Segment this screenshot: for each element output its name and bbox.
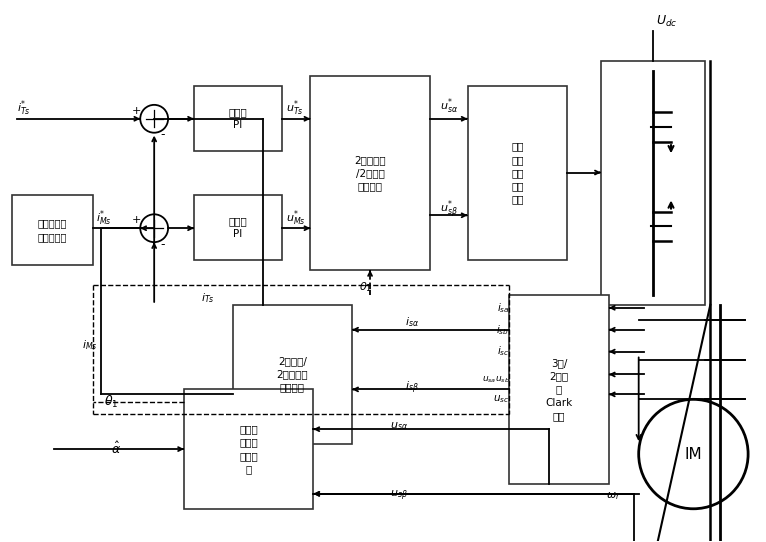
Bar bbox=[194, 195, 282, 260]
Text: -: - bbox=[160, 237, 165, 250]
Text: $i_{Ms}^{*}$: $i_{Ms}^{*}$ bbox=[97, 209, 112, 228]
Bar bbox=[467, 86, 567, 260]
Text: 3相/
2相静
止
Clark
变换: 3相/ 2相静 止 Clark 变换 bbox=[545, 358, 573, 421]
Text: $u_{Ms}^{*}$: $u_{Ms}^{*}$ bbox=[286, 209, 305, 228]
Text: $\theta_1$: $\theta_1$ bbox=[104, 394, 119, 410]
Text: $\hat{\alpha}$: $\hat{\alpha}$ bbox=[111, 441, 122, 457]
Text: 2相同步速
/2相静止
坐标变换: 2相同步速 /2相静止 坐标变换 bbox=[354, 155, 386, 191]
Bar bbox=[184, 389, 313, 509]
Text: $i_{sc}$: $i_{sc}$ bbox=[497, 345, 509, 358]
Text: $\omega_r$: $\omega_r$ bbox=[606, 490, 620, 502]
Text: 2相静止/
2相同步速
坐标变换: 2相静止/ 2相同步速 坐标变换 bbox=[277, 356, 308, 392]
Text: 电流环
PI: 电流环 PI bbox=[228, 107, 247, 130]
Text: +: + bbox=[132, 215, 141, 225]
Bar bbox=[601, 61, 705, 305]
Text: $i_{Ts}^{*}$: $i_{Ts}^{*}$ bbox=[17, 98, 31, 118]
Text: IM: IM bbox=[685, 447, 702, 462]
Bar bbox=[12, 195, 93, 265]
Text: $u_{s\alpha}$: $u_{s\alpha}$ bbox=[390, 420, 408, 432]
Text: $u_{s\beta}^{*}$: $u_{s\beta}^{*}$ bbox=[440, 199, 457, 222]
Bar bbox=[194, 86, 282, 151]
Text: +: + bbox=[132, 106, 141, 116]
Text: $U_{dc}$: $U_{dc}$ bbox=[656, 14, 677, 29]
Text: $i_{Ts}$: $i_{Ts}$ bbox=[201, 291, 214, 305]
Text: 滑差、
磁场角
度等计
算: 滑差、 磁场角 度等计 算 bbox=[239, 424, 258, 474]
Bar bbox=[310, 76, 430, 270]
Text: $u_{sc}$: $u_{sc}$ bbox=[493, 393, 509, 405]
Text: $i_{s\alpha}$: $i_{s\alpha}$ bbox=[405, 315, 419, 328]
Bar bbox=[233, 305, 352, 444]
Text: $u_{s\alpha}^{*}$: $u_{s\alpha}^{*}$ bbox=[440, 96, 458, 115]
Text: $u_{s\beta}$: $u_{s\beta}$ bbox=[390, 489, 408, 503]
Text: $i_{Ms}$: $i_{Ms}$ bbox=[81, 338, 97, 352]
Text: $i_{s\beta}$: $i_{s\beta}$ bbox=[405, 379, 419, 396]
Text: 转子额定励
磁电流给定: 转子额定励 磁电流给定 bbox=[38, 218, 67, 242]
Text: 电流环
PI: 电流环 PI bbox=[228, 216, 247, 240]
Bar bbox=[509, 295, 609, 484]
Text: $u_{sa}u_{sb}$: $u_{sa}u_{sb}$ bbox=[482, 374, 509, 385]
Text: $u_{Ts}^{*}$: $u_{Ts}^{*}$ bbox=[286, 98, 303, 118]
Text: $i_{sa}$: $i_{sa}$ bbox=[496, 301, 509, 315]
Text: 电压
空间
矢量
脉宽
调制: 电压 空间 矢量 脉宽 调制 bbox=[511, 141, 523, 204]
Text: $i_{sb}$: $i_{sb}$ bbox=[496, 323, 509, 337]
Text: $\theta_1$: $\theta_1$ bbox=[358, 280, 372, 294]
Text: -: - bbox=[160, 128, 165, 141]
